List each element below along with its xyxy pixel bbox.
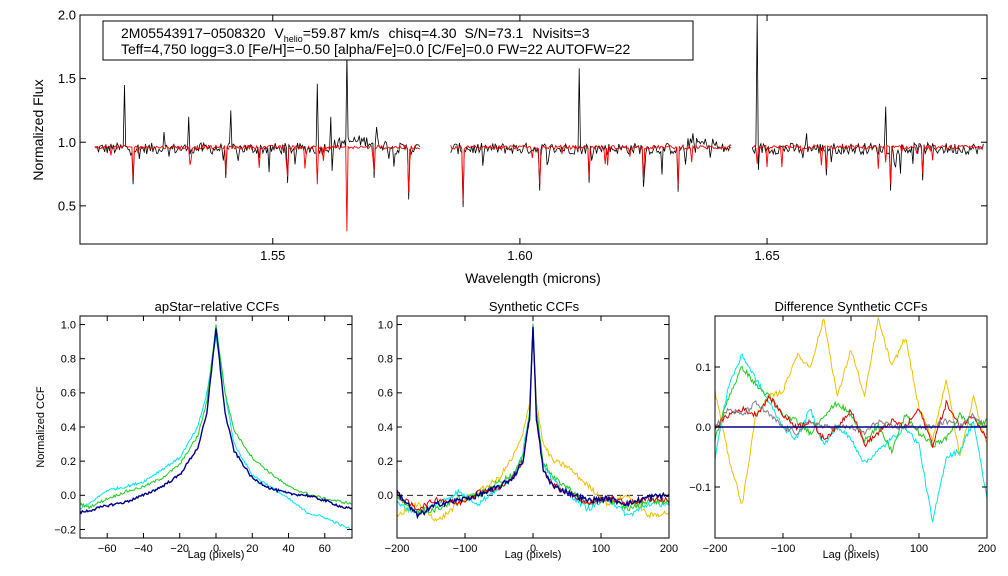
x-tick-label: 100 — [910, 543, 928, 555]
y-tick-label: 0.4 — [61, 422, 76, 434]
x-tick-label: −60 — [98, 543, 117, 555]
synthetic-ccf-xlabel: Lag (pixels) — [505, 549, 562, 561]
difference-ccf-panel: Difference Synthetic CCFs −200 −100 0 100 20… — [689, 299, 996, 561]
annotation-vhelio-label: V — [274, 25, 284, 41]
ccf-series-navy — [397, 326, 669, 520]
observed-spectrum-line — [94, 15, 984, 208]
y-tick-label: 0.8 — [61, 354, 76, 366]
annotation-snr: S/N=73.1 — [465, 25, 524, 41]
x-tick-label: 40 — [282, 543, 294, 555]
synthetic-ccf-plot-area — [397, 323, 669, 522]
y-tick-label: 1.5 — [58, 71, 76, 86]
ccf-series-red — [715, 394, 987, 448]
spectrum-lines — [94, 15, 984, 232]
synthetic-ccf-title: Synthetic CCFs — [489, 299, 580, 314]
y-tick-label: −0.1 — [689, 482, 711, 494]
spectrum-ylabel: Normalized Flux — [30, 79, 46, 180]
ccf-lines — [397, 323, 669, 522]
y-tick-label: 0.6 — [378, 388, 393, 400]
y-tick-label: 2.0 — [58, 8, 76, 23]
annotation-line-1: 2M05543917−0508320 Vhelio=59.87 km/s chisq… — [121, 25, 590, 44]
difference-ccf-axes: −200 −100 0 100 200 −0.1 0.0 0.1 — [689, 316, 996, 555]
annotation-star-id: 2M05543917−0508320 — [121, 25, 266, 41]
ccf-series-yellow — [715, 317, 987, 504]
x-tick-label: 1.65 — [754, 248, 779, 263]
spectrum-xlabel: Wavelength (microns) — [465, 270, 601, 286]
apstar-ccf-xlabel: Lag (pixels) — [188, 549, 245, 561]
x-tick-label: −100 — [453, 543, 478, 555]
y-tick-label: 1.0 — [58, 135, 76, 150]
x-tick-label: 0 — [213, 543, 219, 555]
ccf-series-grey — [715, 400, 987, 436]
annotation-frame — [102, 20, 694, 61]
y-tick-label: 0.8 — [378, 354, 393, 366]
y-tick-label: 1.0 — [378, 319, 393, 331]
y-tick-label: 0.2 — [378, 456, 393, 468]
y-tick-label: 0.5 — [58, 198, 76, 213]
ccf-series-cyan — [397, 330, 669, 517]
difference-ccf-title: Difference Synthetic CCFs — [775, 299, 928, 314]
apstar-ccf-plot-area — [80, 324, 352, 531]
annotation-line-2: Teff=4,750 logg=3.0 [Fe/H]=−0.50 [alpha/… — [121, 41, 630, 57]
apstar-ccf-panel: apStar−relative CCFs −60 −40 −20 0 20 40 60 −0.… — [35, 299, 353, 561]
difference-ccf-xlabel: Lag (pixels) — [823, 549, 880, 561]
annotation-vhelio-value: =59.87 km/s — [303, 25, 380, 41]
spectrum-frame — [79, 14, 988, 245]
apstar-ccf-frame — [79, 315, 353, 539]
ccf-series-red — [397, 327, 669, 512]
synthetic-ccf-axes: −200 −100 0 100 200 0.0 0.2 0.4 0.6 0.8 1.0 — [378, 316, 678, 555]
x-tick-label: −20 — [170, 543, 189, 555]
y-tick-label: 0.0 — [696, 422, 711, 434]
x-tick-label: 200 — [978, 543, 996, 555]
ccf-lines — [715, 317, 987, 523]
ccf-series-cyan — [715, 353, 987, 523]
x-tick-label: −200 — [703, 543, 728, 555]
spectrum-panel: 1.55 1.60 1.65 0.5 1.0 1.5 2.0 Wavelength (mic… — [30, 8, 988, 286]
annotation-chisq: chisq=4.30 — [388, 25, 456, 41]
difference-ccf-plot-area — [715, 317, 987, 523]
ccf-series-green — [80, 324, 352, 510]
ccf-series-green — [397, 323, 669, 517]
y-tick-label: 1.0 — [61, 319, 76, 331]
x-tick-label: 200 — [660, 543, 678, 555]
apstar-ccf-axes: −60 −40 −20 0 20 40 60 −0.2 0.0 0.2 0.4 0.6 0.8 1.0 — [54, 316, 352, 555]
x-tick-label: 0 — [530, 543, 536, 555]
x-tick-label: −40 — [134, 543, 153, 555]
ccf-series-cyan — [80, 335, 352, 531]
synthetic-ccf-panel: Synthetic CCFs −200 −100 0 100 200 0.0 0.2 0.4 0… — [378, 299, 678, 561]
x-tick-label: 60 — [319, 543, 331, 555]
annotation-vhelio-sub: helio — [284, 34, 303, 44]
y-tick-label: 0.4 — [378, 422, 393, 434]
x-tick-label: 1.55 — [260, 248, 285, 263]
y-tick-label: 0.2 — [61, 456, 76, 468]
x-tick-label: 20 — [246, 543, 258, 555]
ccf-series-green — [715, 365, 987, 455]
annotation-box: 2M05543917−0508320 Vhelio=59.87 km/s chisq… — [102, 20, 694, 61]
ccf-series-yellow — [397, 335, 669, 522]
y-tick-label: −0.2 — [54, 524, 76, 536]
y-tick-label: 0.6 — [61, 388, 76, 400]
y-tick-label: 0.0 — [61, 490, 76, 502]
x-tick-label: 100 — [592, 543, 610, 555]
model-spectrum-line — [94, 143, 984, 232]
y-tick-label: 0.0 — [378, 490, 393, 502]
ccf-series-navy — [80, 328, 352, 515]
ccf-lines — [80, 324, 352, 531]
apstar-ccf-ylabel: Normalized CCF — [35, 386, 47, 468]
x-tick-label: 1.60 — [507, 248, 532, 263]
apstar-ccf-title: apStar−relative CCFs — [155, 299, 280, 314]
x-tick-label: −100 — [771, 543, 796, 555]
x-tick-label: −200 — [385, 543, 410, 555]
annotation-nvisits: Nvisits=3 — [532, 25, 589, 41]
y-tick-label: 0.1 — [696, 362, 711, 374]
x-tick-label: 0 — [848, 543, 854, 555]
spectrum-axes: 1.55 1.60 1.65 0.5 1.0 1.5 2.0 — [58, 8, 987, 263]
spectrum-plot-area — [94, 15, 984, 232]
